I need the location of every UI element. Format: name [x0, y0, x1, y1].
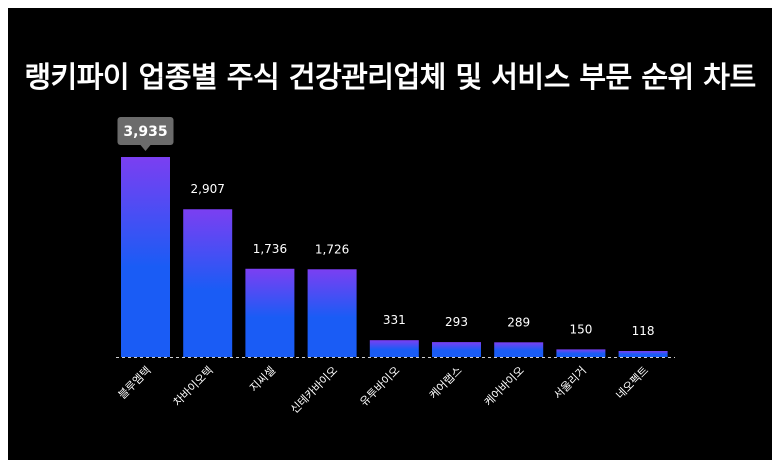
- data-label-1: 3,935: [123, 124, 167, 140]
- bar-8: [556, 349, 606, 357]
- chart-frame: 랭키파이 업종별 주식 건강관리업체 및 서비스 부문 순위 차트 3,935 블…: [8, 8, 772, 460]
- bar-7: [494, 342, 544, 357]
- callout-pointer: [140, 145, 151, 151]
- data-label-3: 1,736: [253, 242, 287, 256]
- bar-5: [369, 340, 419, 357]
- data-label-5: 331: [383, 313, 406, 327]
- category-label-1: 블루엠텍: [116, 364, 154, 402]
- bar-1: [121, 157, 170, 357]
- data-label-9: 118: [632, 324, 655, 338]
- bar-4: [307, 269, 357, 357]
- category-label-3: 지씨셀: [247, 364, 278, 395]
- data-label-7: 289: [507, 315, 530, 329]
- category-label-2: 차바이오텍: [171, 364, 216, 409]
- data-label-4: 1,726: [315, 242, 349, 256]
- category-label-7: 케어바이오: [482, 364, 527, 409]
- category-label-5: 유투바이오: [357, 364, 402, 409]
- category-label-4: 신테카바이오: [288, 364, 340, 416]
- data-label-6: 293: [445, 315, 468, 329]
- callout-bubble: [117, 117, 174, 145]
- data-label-8: 150: [569, 322, 592, 336]
- category-label-6: 케어랩스: [427, 364, 465, 402]
- bar-3: [245, 268, 295, 357]
- bar-2: [183, 209, 233, 357]
- data-label-2: 2,907: [191, 182, 225, 196]
- category-label-8: 서울리거: [551, 364, 589, 402]
- chart-title: 랭키파이 업종별 주식 건강관리업체 및 서비스 부문 순위 차트: [24, 60, 756, 94]
- bar-6: [432, 342, 481, 357]
- bar-chart: 3,935 블루엠텍 2,907 차바이오텍 1,736 지씨셀 1,726 신테카바이오 33…: [116, 117, 675, 416]
- bar-9: [618, 351, 668, 357]
- category-label-9: 네오펙트: [613, 364, 651, 402]
